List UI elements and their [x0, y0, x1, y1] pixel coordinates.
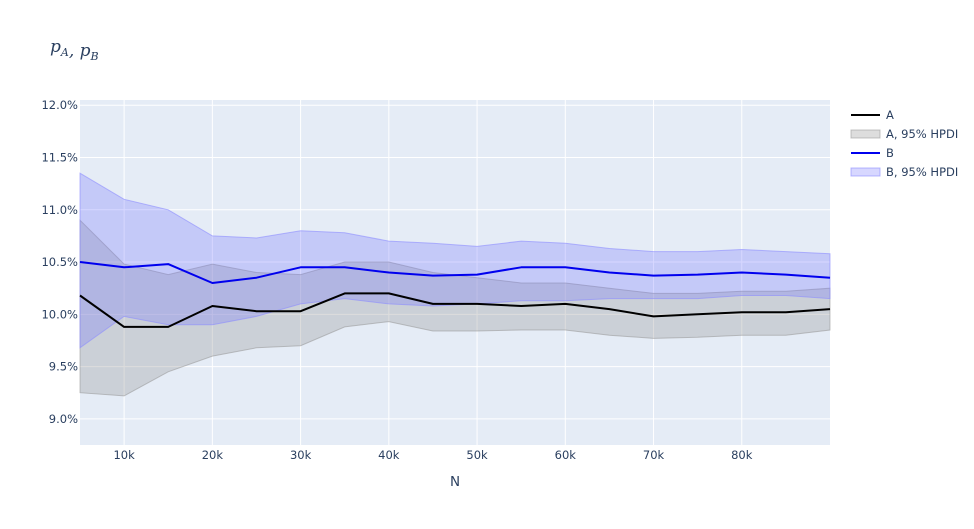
- x-axis-ticks: 10k 20k 30k 40k 50k 60k 70k 80k: [113, 448, 752, 462]
- title-separator: ,: [69, 41, 80, 61]
- x-tick-label: 60k: [555, 448, 577, 462]
- legend-label: A, 95% HPDI: [886, 127, 958, 141]
- legend-label: A: [886, 108, 894, 122]
- legend-label: B: [886, 146, 894, 160]
- title-subscript-B: B: [90, 50, 99, 63]
- x-tick-label: 20k: [202, 448, 224, 462]
- title-var-pA: p: [50, 37, 61, 57]
- x-tick-label: 30k: [290, 448, 312, 462]
- y-tick-label: 9.5%: [49, 360, 78, 374]
- legend-item-a[interactable]: A: [851, 108, 894, 122]
- legend-item-b-95-hpdi[interactable]: B, 95% HPDI: [851, 165, 958, 179]
- y-axis-ticks: 9.0% 9.5% 10.0% 10.5% 11.0% 11.5% 12.0%: [41, 98, 78, 426]
- y-tick-label: 10.5%: [41, 255, 78, 269]
- title-var-pB: p: [80, 41, 91, 61]
- y-tick-label: 11.5%: [41, 151, 78, 165]
- y-tick-label: 9.0%: [49, 412, 78, 426]
- x-tick-label: 70k: [643, 448, 665, 462]
- y-tick-label: 12.0%: [41, 98, 78, 112]
- x-tick-label: 10k: [113, 448, 135, 462]
- x-axis-title: N: [450, 474, 460, 490]
- legend-swatch-band: [851, 168, 880, 176]
- y-tick-label: 10.0%: [41, 307, 78, 321]
- x-tick-label: 40k: [378, 448, 400, 462]
- legend-label: B, 95% HPDI: [886, 165, 958, 179]
- legend[interactable]: A A, 95% HPDI B B, 95% HPDI: [851, 108, 958, 179]
- legend-item-b[interactable]: B: [851, 146, 894, 160]
- legend-swatch-band: [851, 130, 880, 138]
- chart-title: pA, pB: [50, 37, 99, 63]
- y-tick-label: 11.0%: [41, 203, 78, 217]
- legend-item-a-95-hpdi[interactable]: A, 95% HPDI: [851, 127, 958, 141]
- x-tick-label: 80k: [731, 448, 753, 462]
- title-subscript-A: A: [60, 46, 69, 59]
- x-tick-label: 50k: [466, 448, 488, 462]
